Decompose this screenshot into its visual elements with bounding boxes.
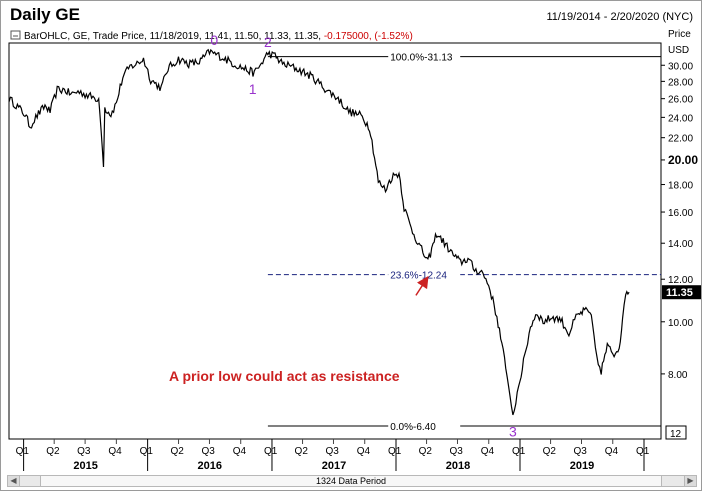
last-price-marker: 11.35 bbox=[662, 285, 701, 300]
y-tick-label: 18.00 bbox=[668, 181, 693, 192]
fib-dash: - bbox=[424, 53, 427, 64]
fib-level-label: 100.0%-31.13 bbox=[390, 53, 453, 64]
quarter-label: Q3 bbox=[573, 446, 587, 457]
chart-title: Daily GE bbox=[10, 5, 80, 24]
quarter-label: Q2 bbox=[419, 446, 433, 457]
quarter-label: Q3 bbox=[449, 446, 463, 457]
last-price-box bbox=[662, 285, 701, 300]
quarter-label: Q4 bbox=[357, 446, 371, 457]
ohlc-change: -0.175000, (-1.52%) bbox=[324, 31, 413, 42]
y-axis-title-price: Price bbox=[668, 29, 691, 40]
fib-percent: 23.6% bbox=[390, 271, 418, 282]
quarter-label: Q1 bbox=[16, 446, 30, 457]
x-axis: Q1 Q2 Q3 Q4 Q1 Q2 Q3 Q4 Q1 Q2 Q3 Q4 Q1 Q2 Q3 Q4 Q1 Q2 Q3 Q4… bbox=[9, 438, 661, 471]
quarter-label: Q4 bbox=[233, 446, 247, 457]
quarter-label: Q4 bbox=[481, 446, 495, 457]
quarter-label: Q4 bbox=[108, 446, 122, 457]
fib-level-label: 23.6%-12.24 bbox=[390, 271, 447, 282]
svg-text:BarOHLC, GE, Trade Price, 11/: BarOHLC, GE, Trade Price, 11/18/2019, 11… bbox=[24, 31, 413, 42]
y-tick-label: 16.00 bbox=[668, 208, 693, 219]
y-tick-label: 28.00 bbox=[668, 77, 693, 88]
wave-label-1: 1 bbox=[249, 81, 257, 97]
y-tick-label: 10.00 bbox=[668, 318, 693, 329]
quarter-label: Q2 bbox=[46, 446, 60, 457]
fib-value: 31.13 bbox=[427, 53, 452, 64]
instrument-icon bbox=[10, 30, 21, 40]
scrollbar-thumb[interactable]: 1324 Data Period bbox=[40, 476, 662, 486]
quarter-label: Q1 bbox=[636, 446, 650, 457]
y-tick-label: 8.00 bbox=[668, 370, 688, 381]
quarter-label: Q4 bbox=[605, 446, 619, 457]
fib-label-bg bbox=[388, 420, 461, 431]
annotation-text: A prior low could act as resistance bbox=[169, 368, 400, 384]
quarter-label: Q1 bbox=[388, 446, 402, 457]
scroll-right-button[interactable]: ▶ bbox=[684, 476, 696, 486]
wave-labels: 0 1 2 3 bbox=[210, 32, 517, 440]
price-series-line bbox=[8, 48, 630, 416]
y-tick-label: 30.00 bbox=[668, 61, 693, 72]
fib-percent: 100.0% bbox=[390, 53, 424, 64]
year-label: 2016 bbox=[198, 460, 222, 471]
fib-dash: - bbox=[413, 422, 416, 433]
scroll-left-button[interactable]: ◀ bbox=[8, 476, 20, 486]
corner-label-box bbox=[665, 425, 687, 440]
y-axis: Price USD 8.00 10.00 12.00 14.00 16.00 18.00 2… bbox=[661, 29, 698, 381]
quarter-label: Q2 bbox=[295, 446, 309, 457]
y-tick-label: 20.00 bbox=[668, 153, 698, 167]
quarter-label: Q1 bbox=[512, 446, 526, 457]
quarter-label: Q2 bbox=[171, 446, 185, 457]
quarter-label: Q3 bbox=[325, 446, 339, 457]
last-price-label: 11.35 bbox=[666, 287, 693, 299]
wave-label-3: 3 bbox=[509, 424, 517, 440]
corner-label-text: 12 bbox=[670, 429, 682, 440]
corner-label: 12 bbox=[665, 425, 687, 440]
price-chart[interactable]: BarOHLC, GE, Trade Price, 11/18/2019, 11… bbox=[1, 1, 701, 471]
quarter-label: Q1 bbox=[140, 446, 154, 457]
ohlc-info: BarOHLC, GE, Trade Price, 11/18/2019, 11… bbox=[10, 30, 413, 42]
fib-label-bg bbox=[388, 50, 461, 62]
quarter-label: Q2 bbox=[543, 446, 557, 457]
fib-label-bg bbox=[388, 268, 461, 280]
y-tick-label: 22.00 bbox=[668, 134, 693, 145]
y-tick-label: 26.00 bbox=[668, 95, 693, 106]
year-label: 2015 bbox=[73, 460, 97, 471]
wave-label-0: 0 bbox=[210, 32, 218, 48]
ohlc-values: BarOHLC, GE, Trade Price, 11/18/2019, 11… bbox=[24, 31, 324, 42]
y-axis-title-unit: USD bbox=[668, 45, 689, 56]
y-tick-label: 14.00 bbox=[668, 239, 693, 250]
fib-level-label: 0.0%-6.40 bbox=[390, 422, 436, 433]
year-label: 2018 bbox=[446, 460, 470, 471]
year-label: 2017 bbox=[322, 460, 346, 471]
fib-percent: 0.0% bbox=[390, 422, 413, 433]
data-period-scrollbar[interactable]: ◀ 1324 Data Period ▶ bbox=[7, 475, 697, 487]
year-label: 2019 bbox=[570, 460, 594, 471]
annotation-arrow bbox=[415, 275, 429, 296]
quarter-label: Q3 bbox=[201, 446, 215, 457]
fib-value: 6.40 bbox=[416, 422, 436, 433]
quarter-label: Q1 bbox=[264, 446, 278, 457]
y-tick-label: 12.00 bbox=[668, 275, 693, 286]
quarter-label: Q3 bbox=[77, 446, 91, 457]
annotation: A prior low could act as resistance bbox=[169, 275, 429, 384]
fib-value: 12.24 bbox=[422, 271, 447, 282]
y-tick-label: 24.00 bbox=[668, 113, 693, 124]
wave-label-2: 2 bbox=[264, 34, 272, 50]
date-range: 11/19/2014 - 2/20/2020 (NYC) bbox=[546, 11, 693, 23]
